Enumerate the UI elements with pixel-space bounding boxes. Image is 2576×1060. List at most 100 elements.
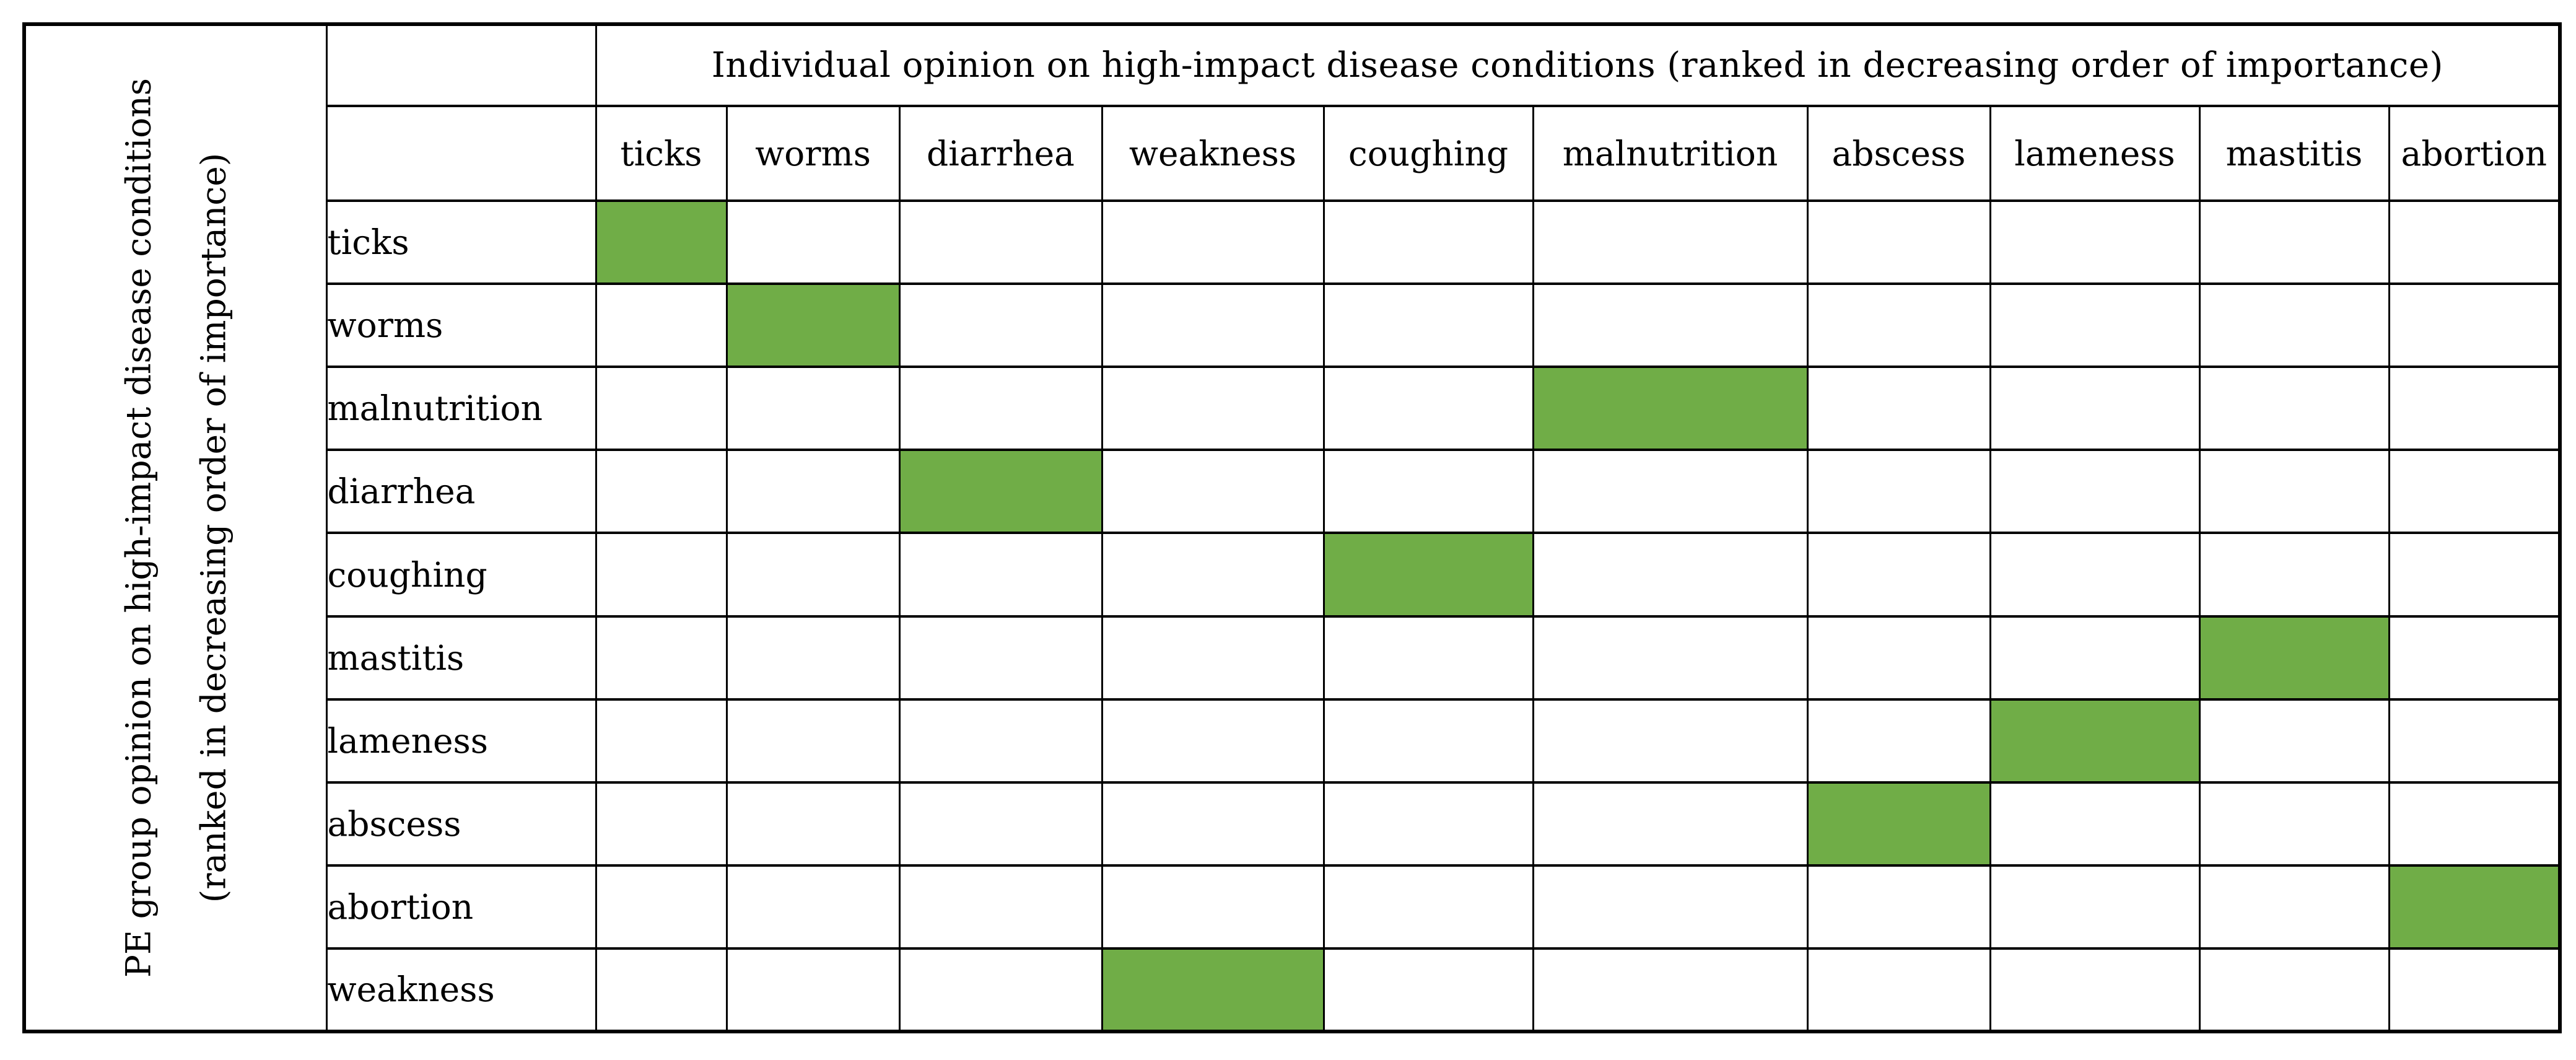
cell-mastitis-diarrhea [898,615,1103,701]
column-group-title: Individual opinion on high-impact diseas… [595,22,2561,108]
cell-worms-coughing [1322,283,1534,369]
cell-coughing-abscess [1806,532,1991,618]
row-header-ticks: ticks [325,199,597,286]
cell-diarrhea-coughing [1322,449,1534,535]
row-header-malnutrition: malnutrition [325,366,597,452]
matrix-row-worms: worms [24,283,2561,369]
cell-ticks-lameness [1989,199,2201,286]
highlighted-cell-worms-worms [725,283,901,369]
row-header-abortion: abortion [325,864,597,950]
highlighted-cell-lameness-lameness [1989,698,2201,784]
cell-abortion-weakness [1101,864,1325,950]
highlighted-cell-ticks-ticks [595,199,728,286]
column-header-mastitis: mastitis [2198,105,2390,203]
highlighted-cell-mastitis-mastitis [2198,615,2390,701]
corner-cell-lower [325,105,597,203]
cell-malnutrition-abortion [2388,366,2561,452]
cell-diarrhea-abortion [2388,449,2561,535]
cell-abortion-worms [725,864,901,950]
column-header-abortion: abortion [2388,105,2561,203]
row-group-title-line2: (ranked in decreasing order of importanc… [193,152,233,903]
cell-mastitis-coughing [1322,615,1534,701]
cell-worms-lameness [1989,283,2201,369]
cell-mastitis-lameness [1989,615,2201,701]
cell-worms-diarrhea [898,283,1103,369]
matrix-row-mastitis: mastitis [24,615,2561,701]
cell-abortion-abscess [1806,864,1991,950]
matrix-row-diarrhea: diarrhea [24,449,2561,535]
cell-diarrhea-abscess [1806,449,1991,535]
cell-abscess-malnutrition [1532,781,1809,867]
highlighted-cell-coughing-coughing [1322,532,1534,618]
cell-coughing-worms [725,532,901,618]
cell-lameness-abscess [1806,698,1991,784]
row-header-abscess: abscess [325,781,597,867]
cell-coughing-ticks [595,532,728,618]
cell-abscess-coughing [1322,781,1534,867]
cell-weakness-diarrhea [898,947,1103,1033]
cell-diarrhea-weakness [1101,449,1325,535]
cell-weakness-ticks [595,947,728,1033]
column-header-coughing: coughing [1322,105,1534,203]
row-header-diarrhea: diarrhea [325,449,597,535]
cell-coughing-malnutrition [1532,532,1809,618]
cell-abortion-diarrhea [898,864,1103,950]
cell-abortion-mastitis [2198,864,2390,950]
matrix-row-ticks: ticks [24,199,2561,286]
cell-abortion-malnutrition [1532,864,1809,950]
cell-weakness-lameness [1989,947,2201,1033]
cell-diarrhea-ticks [595,449,728,535]
cell-mastitis-ticks [595,615,728,701]
row-group-title-cell: PE group opinion on high-impact disease … [23,23,328,1033]
cell-weakness-abscess [1806,947,1991,1033]
cell-ticks-abortion [2388,199,2561,286]
cell-mastitis-abortion [2388,615,2561,701]
highlighted-cell-malnutrition-malnutrition [1532,366,1809,452]
cell-lameness-diarrhea [898,698,1103,784]
cell-weakness-coughing [1322,947,1534,1033]
row-header-weakness: weakness [325,947,597,1033]
column-header-ticks: ticks [595,105,728,203]
row-header-mastitis: mastitis [325,615,597,701]
matrix-row-abscess: abscess [24,781,2561,867]
cell-abscess-diarrhea [898,781,1103,867]
cell-worms-weakness [1101,283,1325,369]
cell-coughing-abortion [2388,532,2561,618]
row-header-coughing: coughing [325,532,597,618]
cell-malnutrition-lameness [1989,366,2201,452]
cell-mastitis-worms [725,615,901,701]
cell-coughing-lameness [1989,532,2201,618]
matrix-row-abortion: abortion [24,864,2561,950]
cell-lameness-ticks [595,698,728,784]
cell-malnutrition-diarrhea [898,366,1103,452]
matrix-row-lameness: lameness [24,698,2561,784]
column-header-weakness: weakness [1101,105,1325,203]
matrix-row-weakness: weakness [24,947,2561,1033]
cell-malnutrition-abscess [1806,366,1991,452]
cell-lameness-mastitis [2198,698,2390,784]
cell-lameness-malnutrition [1532,698,1809,784]
cell-abscess-abortion [2388,781,2561,867]
cell-lameness-weakness [1101,698,1325,784]
cell-abortion-coughing [1322,864,1534,950]
cell-ticks-mastitis [2198,199,2390,286]
cell-diarrhea-mastitis [2198,449,2390,535]
cell-worms-mastitis [2198,283,2390,369]
cell-diarrhea-malnutrition [1532,449,1809,535]
cell-malnutrition-worms [725,366,901,452]
cell-malnutrition-ticks [595,366,728,452]
cell-malnutrition-mastitis [2198,366,2390,452]
row-header-worms: worms [325,283,597,369]
cell-diarrhea-lameness [1989,449,2201,535]
highlighted-cell-diarrhea-diarrhea [898,449,1103,535]
cell-weakness-malnutrition [1532,947,1809,1033]
row-header-lameness: lameness [325,698,597,784]
cell-abscess-ticks [595,781,728,867]
cell-lameness-worms [725,698,901,784]
cell-abscess-lameness [1989,781,2201,867]
cell-coughing-diarrhea [898,532,1103,618]
cell-coughing-mastitis [2198,532,2390,618]
cell-weakness-abortion [2388,947,2561,1033]
highlighted-cell-weakness-weakness [1101,947,1325,1033]
cell-abortion-lameness [1989,864,2201,950]
